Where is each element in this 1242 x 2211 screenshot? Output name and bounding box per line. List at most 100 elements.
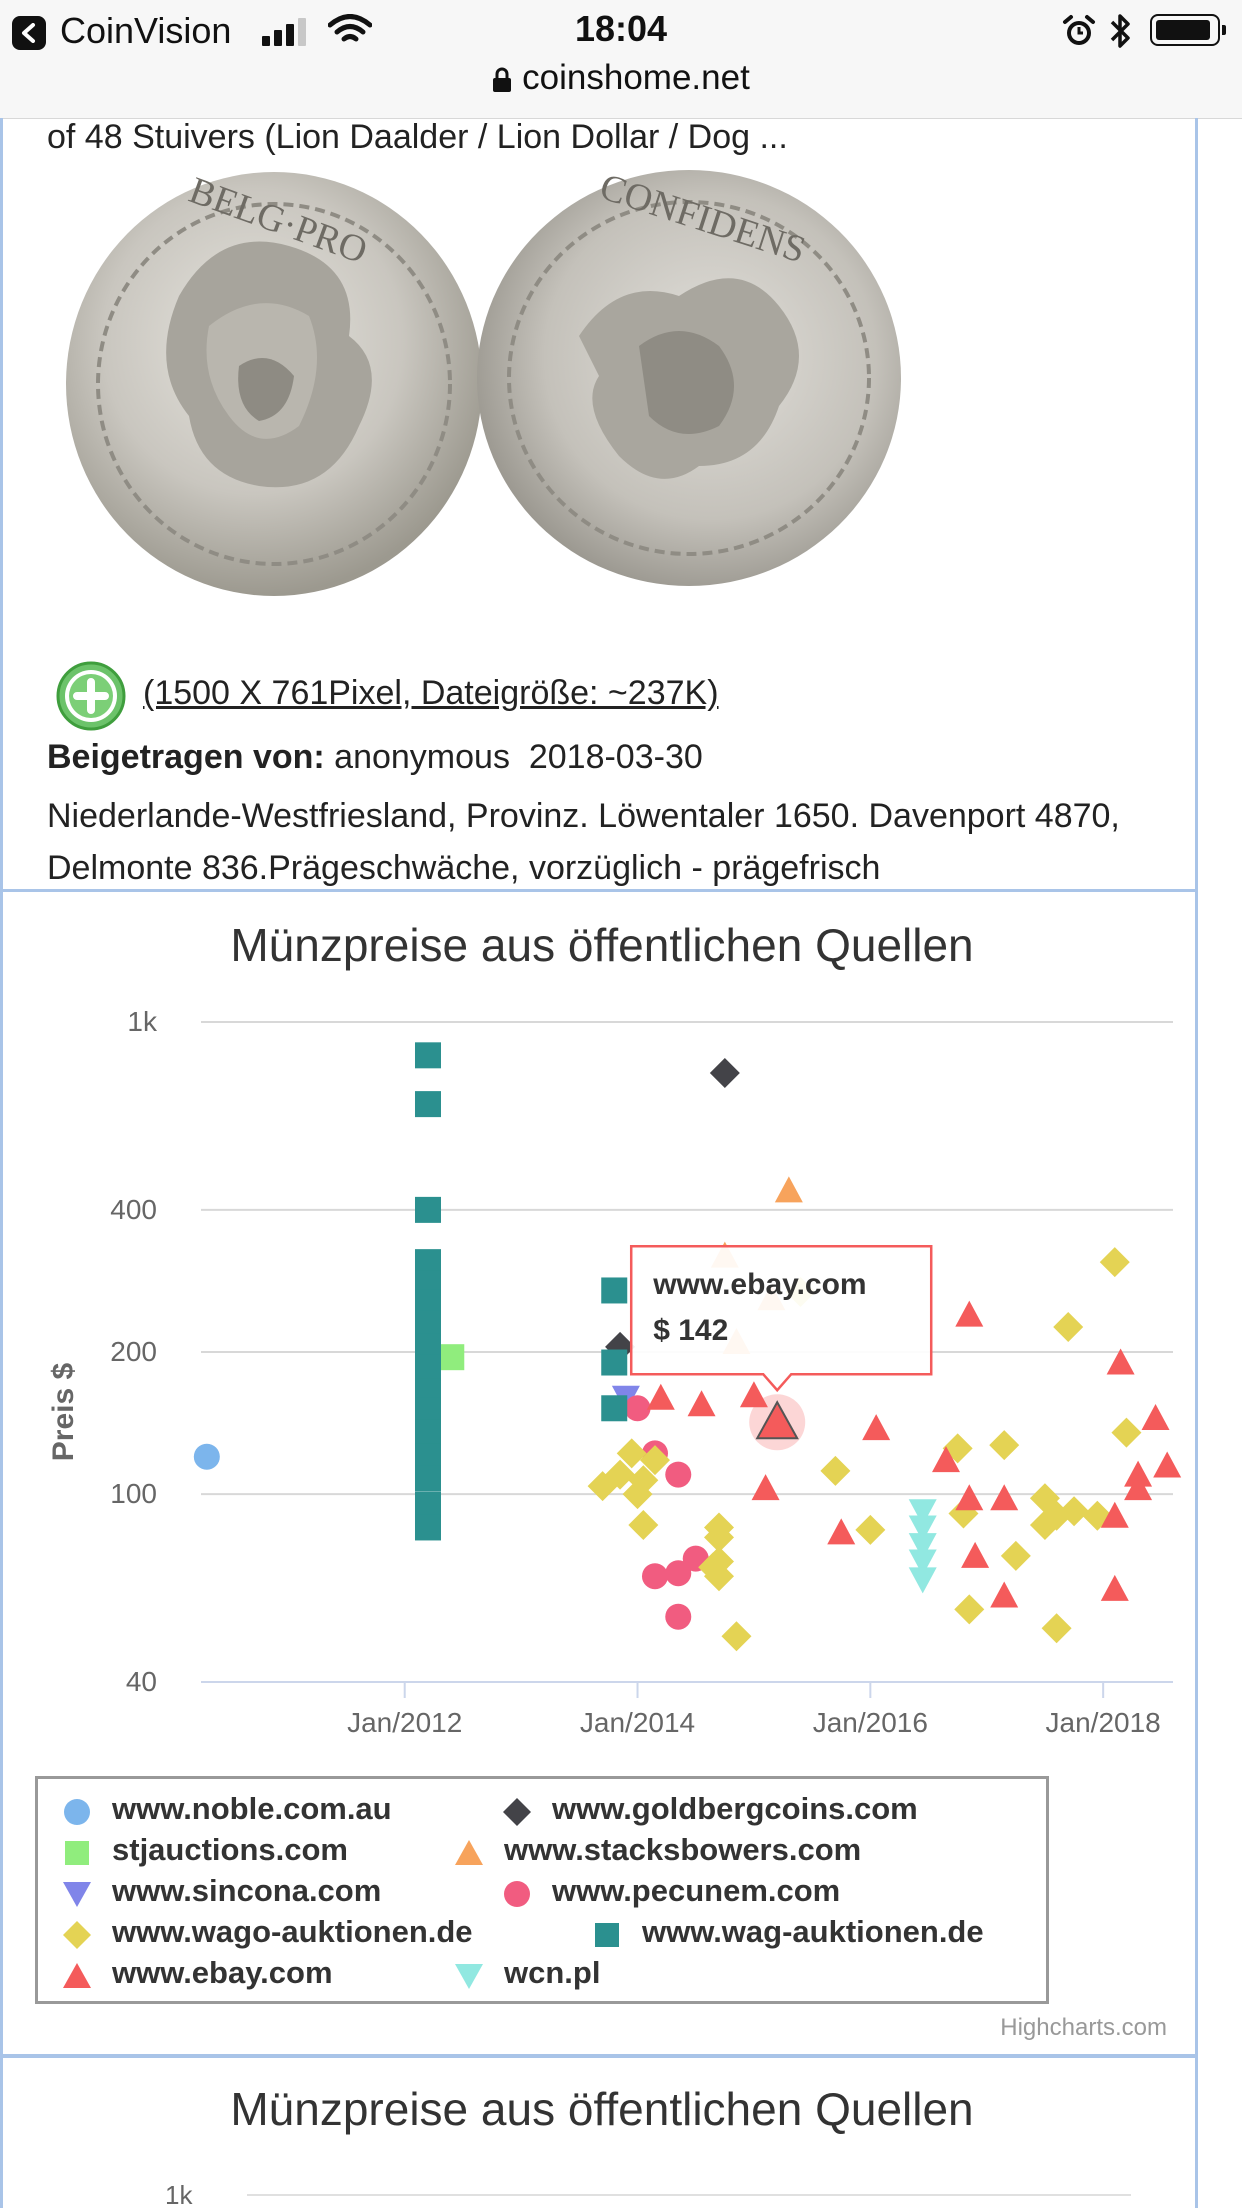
data-point (1099, 1247, 1130, 1278)
data-point (414, 1354, 441, 1381)
legend-symbol-icon (503, 1798, 531, 1826)
y-tick-label: 40 (126, 1666, 157, 1697)
legend-symbol-icon (455, 1840, 483, 1865)
data-point (704, 1522, 735, 1553)
data-point (605, 1459, 636, 1490)
data-point (616, 1438, 647, 1469)
data-point (646, 1383, 675, 1410)
data-point (601, 1395, 628, 1422)
data-point (961, 1541, 990, 1568)
legend-symbol-icon (504, 1881, 530, 1907)
data-point (601, 1277, 628, 1304)
data-point (955, 1484, 984, 1511)
data-point (855, 1514, 886, 1545)
tooltip-value: $ 142 (653, 1314, 728, 1347)
x-tick-label: Jan/2016 (813, 1707, 928, 1738)
data-point (908, 1515, 937, 1542)
coin-info-panel: of 48 Stuivers (Lion Daalder / Lion Doll… (0, 118, 1198, 892)
coin-photo[interactable]: BELG·PRO CONFIDENS (59, 166, 929, 606)
y-tick-label: 1k (127, 1006, 158, 1037)
clock: 18:04 (574, 8, 668, 49)
data-point (438, 1344, 465, 1371)
data-point (665, 1603, 692, 1630)
legend-symbol-icon (64, 1799, 90, 1825)
legend-label: www.stacksbowers.com (504, 1832, 862, 1867)
data-point (721, 1621, 752, 1652)
data-point (687, 1390, 716, 1417)
coin-title[interactable]: of 48 Stuivers (Lion Daalder / Lion Doll… (47, 118, 788, 156)
data-point (751, 1474, 780, 1501)
data-point (414, 1419, 441, 1446)
back-to-app-button[interactable] (12, 16, 46, 50)
data-point (665, 1560, 692, 1587)
data-point (414, 1465, 441, 1492)
data-point (1100, 1574, 1129, 1601)
data-point (628, 1510, 659, 1541)
data-point (641, 1563, 668, 1590)
data-point (820, 1455, 851, 1486)
legend-label: www.sincona.com (112, 1873, 382, 1908)
legend-label: www.pecunem.com (552, 1873, 841, 1908)
chart-credits[interactable]: Highcharts.com (1000, 2014, 1167, 2041)
x-tick-label: Jan/2014 (580, 1707, 695, 1738)
enlarge-image-icon[interactable] (55, 660, 127, 732)
data-point (954, 1594, 985, 1625)
contributor-value: anonymous 2018-03-30 (334, 738, 703, 776)
alarm-clock-icon (1063, 15, 1095, 45)
data-point (1100, 1501, 1129, 1528)
bluetooth-icon (1110, 14, 1130, 48)
data-point (990, 1581, 1019, 1608)
data-point (1124, 1474, 1153, 1501)
data-point (908, 1567, 937, 1594)
chart2-y-tick: 1k (165, 2180, 193, 2210)
tooltip-box (629, 1244, 933, 1393)
x-tick-label: Jan/2018 (1046, 1707, 1161, 1738)
data-point (739, 1381, 768, 1408)
chart-legend: www.noble.com.au www.goldbergcoins.com stj… (35, 1776, 1049, 2004)
data-point (704, 1561, 735, 1592)
chart2-title: Münzpreise aus öffentlichen Quellen (230, 2083, 974, 2135)
y-tick-label: 100 (110, 1478, 157, 1509)
address-bar[interactable]: coinshome.net (0, 58, 1242, 98)
chart-title: Münzpreise aus öffentlichen Quellen (230, 919, 974, 971)
data-point (414, 1514, 441, 1541)
data-point (624, 1395, 651, 1422)
legend-symbol-icon (65, 1841, 89, 1865)
data-point (414, 1310, 441, 1337)
data-point (955, 1300, 984, 1327)
legend-label: www.ebay.com (112, 1955, 333, 1990)
data-point (709, 1057, 740, 1088)
data-point (908, 1533, 937, 1560)
price-scatter-chart[interactable]: 40 100 200 400 1k Jan/2012 Jan/2014 Jan/2016 Jan… (3, 892, 1195, 2058)
data-point (1141, 1403, 1170, 1430)
data-point (665, 1461, 692, 1488)
full-image-link[interactable]: (1500 X 761Pixel, Dateigröße: ~237K) (143, 674, 719, 712)
legend-label: www.wago-auktionen.de (112, 1914, 473, 1949)
data-point (414, 1491, 441, 1518)
chevron-left-icon (22, 23, 35, 43)
data-point (1124, 1460, 1153, 1487)
y-tick-label: 200 (110, 1336, 157, 1367)
tooltip-series: www.ebay.com (652, 1268, 866, 1301)
y-tick-label: 400 (110, 1194, 157, 1225)
back-app-label[interactable]: CoinVision (60, 10, 232, 51)
legend-label: www.goldbergcoins.com (552, 1791, 918, 1826)
battery-icon (1150, 14, 1226, 46)
data-point (1059, 1496, 1090, 1527)
data-point (414, 1196, 441, 1223)
data-point (942, 1433, 973, 1464)
data-point (1000, 1540, 1031, 1571)
legend-label: wcn.pl (504, 1955, 601, 1990)
wifi-icon (328, 14, 372, 42)
data-point (932, 1446, 961, 1473)
contributor-label: Beigetragen von: (47, 738, 325, 776)
legend-symbol-icon (63, 1882, 91, 1907)
data-point (862, 1414, 891, 1441)
data-point (774, 1176, 803, 1203)
data-point (1153, 1451, 1182, 1478)
data-point (601, 1349, 628, 1376)
coin-description: Niederlande-Westfriesland, Provinz. Löwe… (47, 797, 1120, 887)
legend-symbol-icon (595, 1923, 619, 1947)
highlighted-point (755, 1400, 799, 1440)
lock-icon (493, 67, 512, 92)
